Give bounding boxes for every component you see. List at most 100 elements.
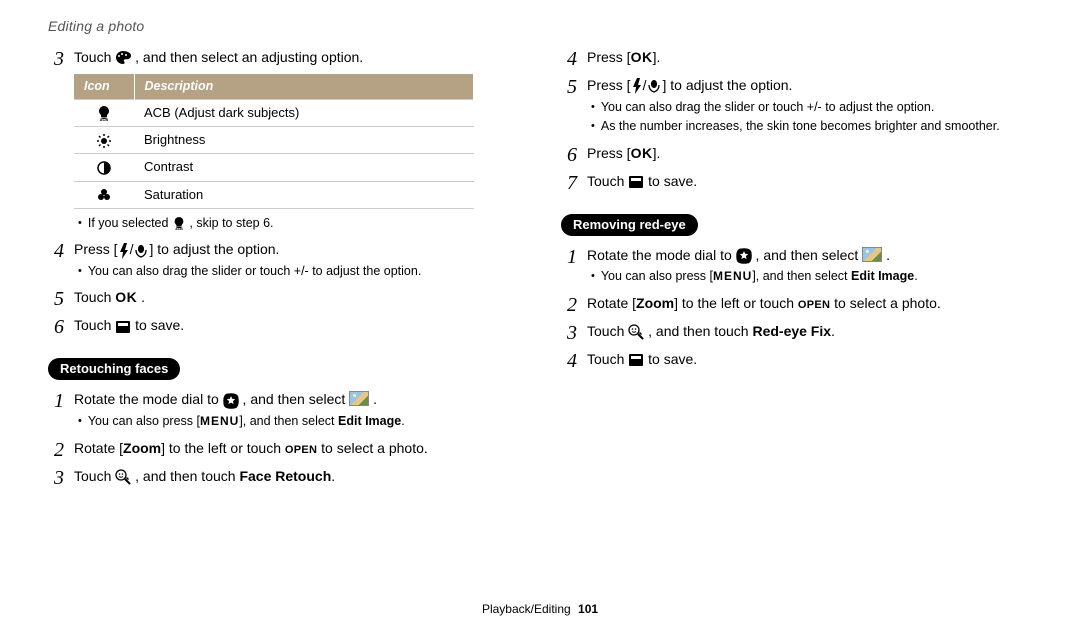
table-cell: Contrast bbox=[134, 154, 474, 181]
step-text: Touch bbox=[74, 289, 115, 305]
step-number: 2 bbox=[561, 294, 577, 316]
step-number: 5 bbox=[561, 76, 577, 98]
bullet-note: You can also press [MENU], and then sele… bbox=[591, 268, 1032, 286]
left-step-5: 5 Touch OK . bbox=[48, 288, 519, 310]
red-eye-fix-label: Red-eye Fix bbox=[752, 323, 831, 339]
mode-dial-icon bbox=[736, 248, 752, 264]
table-header-icon: Icon bbox=[74, 74, 134, 100]
step-number: 1 bbox=[48, 390, 64, 412]
acb-icon bbox=[74, 100, 134, 127]
step-text: , and then touch bbox=[644, 323, 752, 339]
step-text: to select a photo. bbox=[317, 440, 428, 456]
left-step-6: 6 Touch to save. bbox=[48, 316, 519, 338]
step-text: Press [ bbox=[587, 49, 631, 65]
step-text: Rotate the mode dial to bbox=[74, 391, 223, 407]
step-text: to select a photo. bbox=[830, 295, 941, 311]
step-text: to save. bbox=[131, 317, 184, 333]
step-text: Touch bbox=[587, 323, 628, 339]
bullet-note: You can also drag the slider or touch +/… bbox=[78, 263, 519, 281]
step-text: , and then touch bbox=[131, 468, 239, 484]
save-icon bbox=[628, 352, 644, 368]
step-text: . bbox=[369, 391, 377, 407]
step-text: . bbox=[331, 468, 335, 484]
redeye-step-2: 2 Rotate [Zoom] to the left or touch OPE… bbox=[561, 294, 1032, 316]
ok-icon: OK bbox=[631, 49, 653, 65]
step-number: 6 bbox=[48, 316, 64, 338]
step-text: . bbox=[831, 323, 835, 339]
step-text: Rotate [ bbox=[587, 295, 636, 311]
palette-icon bbox=[115, 50, 131, 66]
edit-image-thumb-icon bbox=[862, 247, 882, 262]
ok-icon: OK bbox=[631, 145, 653, 161]
footer-label: Playback/Editing bbox=[482, 602, 571, 616]
step-text: . bbox=[137, 289, 145, 305]
step-text: ]. bbox=[653, 49, 661, 65]
step-text: Touch bbox=[74, 468, 115, 484]
step-text: Press [ bbox=[74, 241, 118, 257]
save-icon bbox=[115, 319, 131, 335]
step-number: 6 bbox=[561, 144, 577, 166]
flash-icon bbox=[631, 78, 643, 94]
step-number: 4 bbox=[48, 240, 64, 262]
zoom-label: Zoom bbox=[123, 440, 161, 456]
step-number: 3 bbox=[561, 322, 577, 344]
step-text: Touch bbox=[587, 173, 628, 189]
page-footer: Playback/Editing 101 bbox=[0, 602, 1080, 616]
right-step-7: 7 Touch to save. bbox=[561, 172, 1032, 194]
step-text: Press [ bbox=[587, 145, 631, 161]
macro-icon bbox=[646, 78, 662, 94]
zoom-label: Zoom bbox=[636, 295, 674, 311]
step-text: , and then select bbox=[752, 247, 863, 263]
step-text: ] to adjust the option. bbox=[149, 241, 279, 257]
redeye-step-4: 4 Touch to save. bbox=[561, 350, 1032, 372]
retouch-step-3: 3 Touch , and then touch Face Retouch. bbox=[48, 467, 519, 489]
step-text: ] to the left or touch bbox=[674, 295, 798, 311]
bullet-note: As the number increases, the skin tone b… bbox=[591, 118, 1032, 136]
step-text: ] to the left or touch bbox=[161, 440, 285, 456]
page-number: 101 bbox=[578, 602, 598, 616]
step-number: 2 bbox=[48, 439, 64, 461]
bullet-note: You can also press [MENU], and then sele… bbox=[78, 413, 519, 431]
redeye-step-3: 3 Touch , and then touch Red-eye Fix. bbox=[561, 322, 1032, 344]
step-number: 4 bbox=[561, 350, 577, 372]
step-number: 1 bbox=[561, 246, 577, 268]
save-icon bbox=[628, 174, 644, 190]
open-label: OPEN bbox=[798, 299, 830, 311]
menu-icon: MENU bbox=[713, 269, 752, 283]
right-step-6: 6 Press [OK]. bbox=[561, 144, 1032, 166]
step-text: Rotate the mode dial to bbox=[587, 247, 736, 263]
menu-icon: MENU bbox=[200, 414, 239, 428]
table-cell: ACB (Adjust dark subjects) bbox=[134, 100, 474, 127]
retouch-step-2: 2 Rotate [Zoom] to the left or touch OPE… bbox=[48, 439, 519, 461]
acb-icon bbox=[172, 216, 186, 231]
step-text: Touch bbox=[74, 49, 115, 65]
open-label: OPEN bbox=[285, 444, 317, 456]
step-text: Press [ bbox=[587, 77, 631, 93]
table-cell: Brightness bbox=[134, 127, 474, 154]
table-cell: Saturation bbox=[134, 181, 474, 208]
step-text: ] to adjust the option. bbox=[662, 77, 792, 93]
step-number: 3 bbox=[48, 467, 64, 489]
step-text: ]. bbox=[653, 145, 661, 161]
step-text: Rotate [ bbox=[74, 440, 123, 456]
step-text: to save. bbox=[644, 351, 697, 367]
ok-icon: OK bbox=[115, 289, 137, 305]
step-text: to save. bbox=[644, 173, 697, 189]
left-column: 3 Touch , and then select an adjusting o… bbox=[48, 48, 519, 495]
retouching-faces-heading: Retouching faces bbox=[48, 358, 180, 380]
face-retouch-label: Face Retouch bbox=[239, 468, 331, 484]
table-header-desc: Description bbox=[134, 74, 474, 100]
retouch-icon bbox=[628, 324, 644, 340]
left-step-4: 4 Press [/] to adjust the option. You ca… bbox=[48, 240, 519, 282]
right-column: 4 Press [OK]. 5 Press [/] to adjust the … bbox=[561, 48, 1032, 495]
step-text: , and then select bbox=[239, 391, 350, 407]
step-text: , and then select an adjusting option. bbox=[135, 49, 363, 65]
step-number: 7 bbox=[561, 172, 577, 194]
step-text: Touch bbox=[74, 317, 115, 333]
brightness-icon bbox=[74, 127, 134, 154]
icon-description-table: Icon Description ACB (Adjust dark subjec… bbox=[74, 74, 474, 209]
left-step-3: 3 Touch , and then select an adjusting o… bbox=[48, 48, 519, 234]
saturation-icon bbox=[74, 181, 134, 208]
bullet-note: You can also drag the slider or touch +/… bbox=[591, 99, 1032, 117]
mode-dial-icon bbox=[223, 393, 239, 409]
